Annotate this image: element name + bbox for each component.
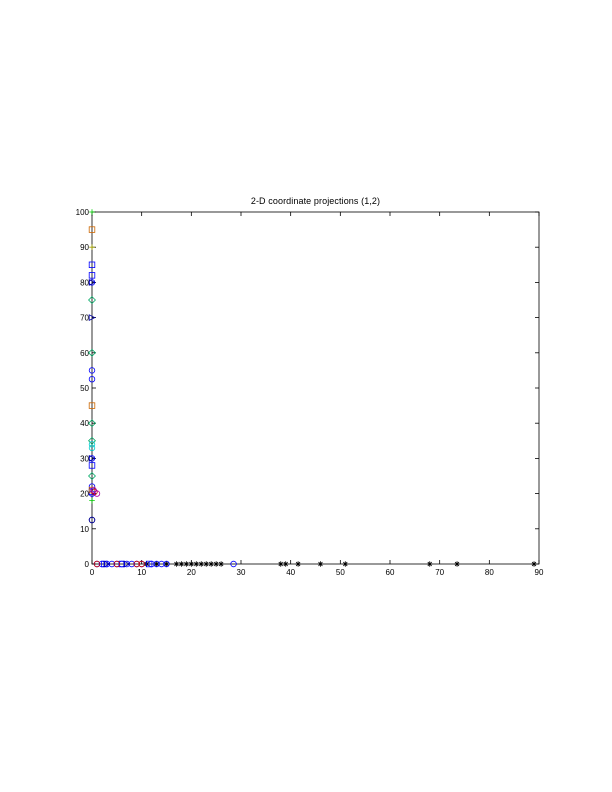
- data-point-star: [218, 561, 224, 567]
- data-point-star: [282, 561, 289, 567]
- y-tick-label: 60: [80, 349, 89, 358]
- x-tick-label: 70: [435, 568, 444, 577]
- data-point-circle: [163, 560, 170, 568]
- axis-ticks: 0 10 20 30 40 50 60 70 80 90 0 10 20 30 40 50 60 70 80 90 10…: [76, 208, 544, 577]
- data-point-star: [203, 561, 210, 567]
- data-point-circle: [153, 560, 160, 568]
- data-point-triangle: [88, 278, 96, 286]
- x-tick-label: 60: [386, 568, 395, 577]
- y-tick-label: 90: [80, 243, 89, 252]
- data-point-star: [454, 561, 460, 567]
- data-point-circle: [93, 490, 101, 497]
- x-tick-label: 10: [137, 568, 146, 577]
- x-tick-label: 90: [535, 568, 544, 577]
- data-point-diamond: [88, 436, 96, 445]
- data-point-star: [208, 561, 214, 567]
- data-point-diamond: [88, 472, 96, 480]
- data-point-star: [188, 561, 195, 567]
- data-point-star: [213, 561, 219, 567]
- data-point-circle: [93, 560, 101, 568]
- data-point-square: [88, 402, 96, 409]
- data-point-diamond: [88, 419, 96, 428]
- data-point-circle: [158, 560, 165, 568]
- y-tick-label: 30: [80, 454, 89, 463]
- data-point-plus: [89, 209, 95, 215]
- data-point-circle: [113, 560, 121, 568]
- y-tick-label: 40: [80, 419, 89, 428]
- data-point-star: [153, 561, 160, 567]
- data-point-star: [163, 561, 170, 567]
- data-point-star: [426, 561, 433, 567]
- y-tick-label: 100: [76, 208, 90, 217]
- x-tick-label: 0: [90, 568, 95, 577]
- data-point-star: [193, 561, 200, 567]
- data-point-star: [342, 561, 349, 567]
- y-tick-label: 10: [80, 525, 89, 534]
- x-tick-label: 40: [286, 568, 295, 577]
- data-point-circle: [230, 560, 237, 568]
- data-point-square: [88, 462, 96, 469]
- data-point-star: [295, 561, 301, 567]
- data-point-square: [88, 226, 96, 233]
- y-tick-label: 20: [80, 490, 89, 499]
- x-tick-label: 50: [336, 568, 345, 577]
- data-point-circle: [138, 560, 145, 568]
- y-tick-label: 70: [80, 314, 89, 323]
- data-point-star: [317, 561, 324, 567]
- data-point-diamond: [88, 348, 96, 357]
- data-point-star: [173, 561, 180, 567]
- y-tick-label: 50: [80, 384, 89, 393]
- y-tick-label: 0: [85, 560, 90, 569]
- data-point-star: [198, 561, 205, 567]
- data-point-square: [118, 560, 125, 568]
- data-point-circle: [88, 444, 96, 452]
- data-point-star: [178, 561, 185, 567]
- data-point-diamond: [88, 296, 96, 304]
- data-point-plus: [89, 497, 95, 504]
- data-point-circle: [88, 367, 96, 374]
- data-point-triangle: [88, 314, 96, 322]
- data-point-star: [277, 561, 284, 567]
- data-point-square: [88, 261, 96, 268]
- x-tick-label: 20: [187, 568, 196, 577]
- chart-title: 2-D coordinate projections (1,2): [250, 196, 381, 206]
- data-point-circle: [90, 486, 97, 494]
- data-point-triangle: [123, 560, 131, 568]
- data-point-plus: [89, 244, 95, 250]
- data-point-circle: [133, 560, 140, 568]
- data-point-star: [531, 561, 537, 567]
- data-point-square: [145, 560, 153, 568]
- data-point-triangle: [88, 454, 96, 462]
- data-point-triangle: [103, 560, 111, 568]
- plot-area: [91, 211, 540, 565]
- x-tick-label: 80: [485, 568, 494, 577]
- data-point-circle: [88, 441, 96, 448]
- data-point-circle: [88, 376, 96, 383]
- y-tick-label: 80: [80, 278, 89, 287]
- data-point-circle: [88, 516, 96, 524]
- data-markers: [88, 209, 537, 568]
- x-tick-label: 30: [237, 568, 246, 577]
- data-point-square: [88, 272, 96, 279]
- data-point-star: [183, 561, 190, 567]
